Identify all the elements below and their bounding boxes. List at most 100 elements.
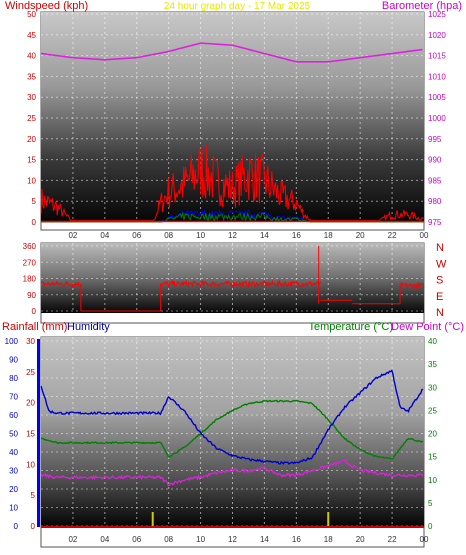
rain-tick: 5 bbox=[31, 491, 36, 500]
barometer-axis-label: Barometer (hpa) bbox=[382, 0, 462, 12]
humidity-axis-label: Humidity bbox=[67, 321, 110, 333]
x-tick-labels-wind: 02 04 06 08 10 12 14 16 18 20 22 00 bbox=[68, 231, 429, 240]
temperature-tick: 5 bbox=[428, 499, 433, 508]
barometer-tick: 975 bbox=[428, 218, 442, 227]
humidity-tick: 100 bbox=[5, 337, 19, 346]
dewpoint-axis-label: Dew Point (°C) bbox=[391, 321, 464, 333]
wind-direction-segment bbox=[160, 279, 321, 289]
rain-tick: 10 bbox=[26, 460, 35, 469]
windspeed-tick: 35 bbox=[27, 72, 36, 81]
humidity-tick: 30 bbox=[9, 467, 18, 476]
windspeed-tick: 50 bbox=[27, 10, 36, 19]
compass-label: N bbox=[436, 307, 444, 319]
compass-label: S bbox=[436, 275, 443, 287]
humidity-tick: 70 bbox=[9, 393, 18, 402]
wind-direction-segment bbox=[399, 281, 425, 291]
x-tick-label: 22 bbox=[388, 535, 397, 544]
rain-tick: 15 bbox=[26, 430, 35, 439]
temperature-tick: 35 bbox=[428, 360, 437, 369]
humidity-tick: 60 bbox=[9, 411, 18, 420]
x-tick-label: 00 bbox=[420, 231, 429, 240]
rainfall-axis-bar bbox=[37, 339, 40, 527]
humidity-tick: 0 bbox=[14, 522, 19, 531]
humidity-tick-labels: 0 10 20 30 40 50 60 70 80 90 100 bbox=[5, 337, 19, 531]
humidity-tick: 50 bbox=[9, 430, 18, 439]
direction-tick: 90 bbox=[27, 291, 36, 300]
humidity-tick: 80 bbox=[9, 374, 18, 383]
compass-label: N bbox=[436, 242, 444, 254]
dewpoint-line bbox=[40, 459, 424, 487]
x-tick-label: 20 bbox=[356, 231, 365, 240]
x-tick-label: 12 bbox=[228, 535, 237, 544]
x-tick-label: 02 bbox=[68, 231, 77, 240]
temperature-tick: 25 bbox=[428, 406, 437, 415]
barometer-tick: 990 bbox=[428, 156, 442, 165]
x-tick-label: 10 bbox=[196, 231, 205, 240]
direction-tick: 180 bbox=[23, 275, 37, 284]
rain-tick: 0 bbox=[31, 522, 36, 531]
barometer-tick: 985 bbox=[428, 176, 442, 185]
windspeed-tick-labels: 0 5 10 15 20 25 30 35 40 45 50 bbox=[27, 10, 36, 227]
rain-tick-labels: 0 5 10 15 20 25 30 bbox=[26, 337, 35, 531]
temperature-axis-label: Temperature (°C) bbox=[309, 321, 393, 333]
x-tick-label: 08 bbox=[164, 535, 173, 544]
windspeed-tick: 30 bbox=[27, 93, 36, 102]
x-tick-label: 02 bbox=[68, 535, 77, 544]
temperature-tick: 10 bbox=[428, 476, 437, 485]
series-wind-pressure bbox=[40, 42, 425, 223]
barometer-tick-labels: 975 980 985 990 995 1000 1005 1010 1015 1020 1025 bbox=[428, 10, 446, 227]
series-wind-direction bbox=[40, 246, 425, 312]
temperature-tick: 40 bbox=[428, 337, 437, 346]
humidity-tick: 20 bbox=[9, 485, 18, 494]
barometer-tick: 1005 bbox=[428, 93, 446, 102]
rainfall-axis-label: Rainfall (mm) bbox=[2, 321, 67, 333]
x-tick-label: 06 bbox=[132, 231, 141, 240]
barometer-tick: 1000 bbox=[428, 114, 446, 123]
compass-label: E bbox=[436, 291, 443, 303]
x-tick-label: 16 bbox=[292, 535, 301, 544]
wind-direction-segment bbox=[40, 280, 82, 288]
x-tick-label: 00 bbox=[420, 535, 429, 544]
chart-title: 24 hour graph day - 17 Mar 2025 bbox=[164, 1, 311, 12]
rain-tick: 20 bbox=[26, 399, 35, 408]
humidity-tick: 90 bbox=[9, 356, 18, 365]
humidity-tick: 40 bbox=[9, 448, 18, 457]
x-tick-label: 22 bbox=[388, 231, 397, 240]
windspeed-tick: 25 bbox=[27, 114, 36, 123]
series-temperature-humidity bbox=[40, 369, 424, 528]
direction-tick: 0 bbox=[32, 307, 37, 316]
barometer-tick: 1015 bbox=[428, 52, 446, 61]
rain-tick: 25 bbox=[26, 368, 35, 377]
x-tick-label: 04 bbox=[100, 231, 109, 240]
humidity-line bbox=[40, 369, 424, 465]
windspeed-tick: 5 bbox=[32, 197, 37, 206]
windspeed-tick: 45 bbox=[27, 31, 36, 40]
temperature-tick: 20 bbox=[428, 430, 437, 439]
x-tick-label: 14 bbox=[260, 231, 269, 240]
x-tick-label: 20 bbox=[356, 535, 365, 544]
temperature-line bbox=[40, 399, 424, 460]
temperature-tick: 0 bbox=[428, 522, 433, 531]
x-tick-label: 18 bbox=[324, 535, 333, 544]
rain-tick: 30 bbox=[26, 337, 35, 346]
direction-degree-labels: 0 90 180 270 360 bbox=[23, 242, 37, 316]
windspeed-tick: 40 bbox=[27, 52, 36, 61]
barometer-tick: 980 bbox=[428, 197, 442, 206]
barometer-tick: 1020 bbox=[428, 31, 446, 40]
windspeed-tick: 10 bbox=[27, 176, 36, 185]
temperature-tick: 30 bbox=[428, 383, 437, 392]
barometer-tick: 1010 bbox=[428, 72, 446, 81]
temperature-tick: 15 bbox=[428, 453, 437, 462]
x-tick-label: 10 bbox=[196, 535, 205, 544]
x-tick-label: 14 bbox=[260, 535, 269, 544]
barometer-tick: 1025 bbox=[428, 10, 446, 19]
barometer-line bbox=[40, 42, 423, 63]
x-tick-labels-temperature: 02 04 06 08 10 12 14 16 18 20 22 00 bbox=[68, 535, 429, 544]
x-tick-label: 04 bbox=[100, 535, 109, 544]
compass-label: W bbox=[436, 258, 447, 270]
x-tick-label: 12 bbox=[228, 231, 237, 240]
temperature-tick-labels: 0 5 10 15 20 25 30 35 40 bbox=[428, 337, 437, 531]
windspeed-tick: 20 bbox=[27, 135, 36, 144]
windspeed-tick: 0 bbox=[32, 218, 37, 227]
